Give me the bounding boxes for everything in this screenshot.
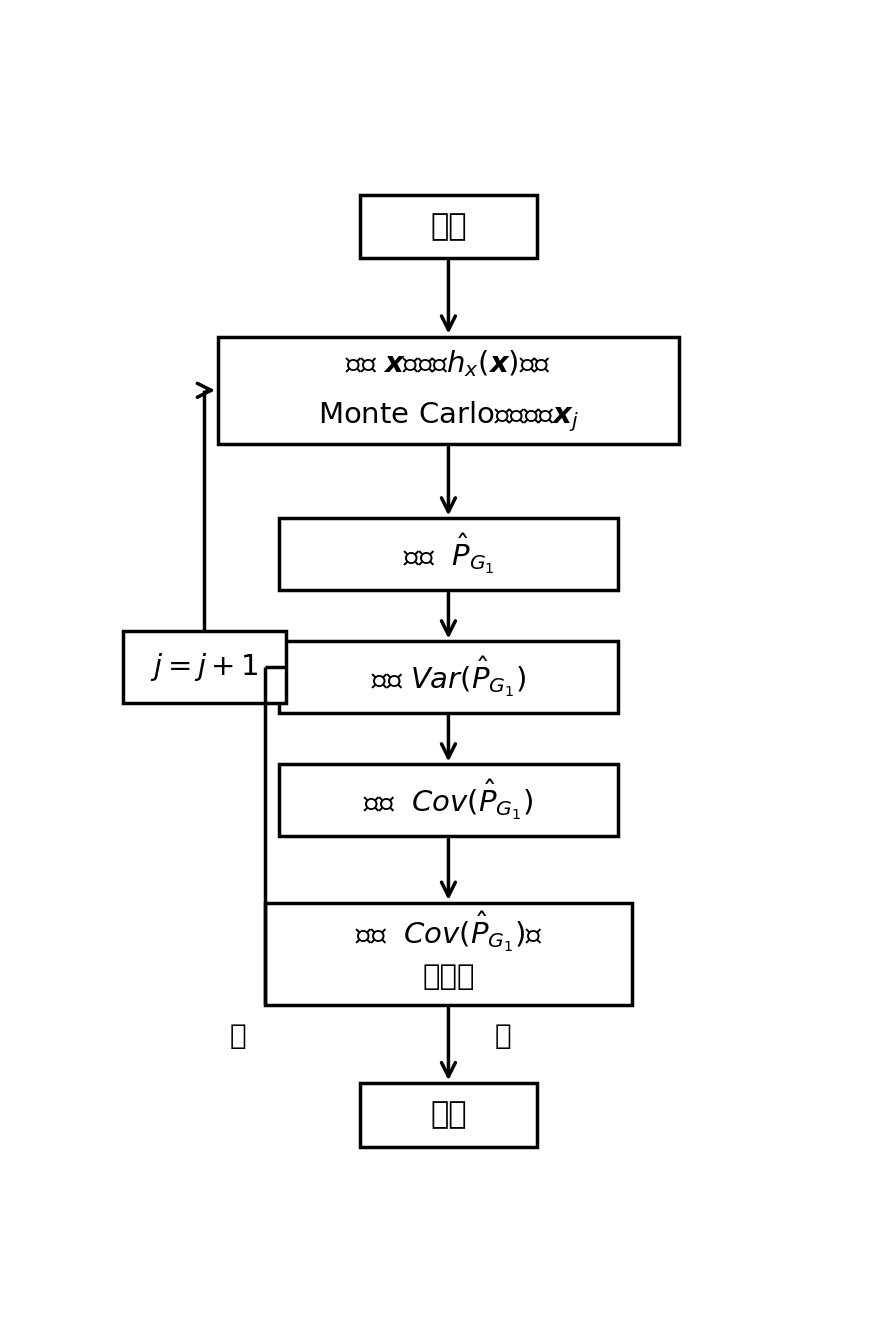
Text: 根据 $\boldsymbol{x}$的分布$h_x(\boldsymbol{x})$采用: 根据 $\boldsymbol{x}$的分布$h_x(\boldsymbol{x… <box>346 349 551 379</box>
FancyBboxPatch shape <box>279 519 618 590</box>
FancyBboxPatch shape <box>218 337 679 445</box>
Text: 计算 $Var(\hat{P}_{G_1})$: 计算 $Var(\hat{P}_{G_1})$ <box>371 655 526 699</box>
Text: 判断  $Cov(\hat{P}_{G_1})$是: 判断 $Cov(\hat{P}_{G_1})$是 <box>354 909 542 953</box>
Text: $j = j+1$: $j = j+1$ <box>150 651 259 683</box>
Text: 是: 是 <box>494 1022 511 1050</box>
FancyBboxPatch shape <box>360 194 536 258</box>
FancyBboxPatch shape <box>360 1083 536 1147</box>
Text: 结束: 结束 <box>430 1101 466 1130</box>
Text: 开始: 开始 <box>430 212 466 241</box>
Text: 计算  $\hat{P}_{G_1}$: 计算 $\hat{P}_{G_1}$ <box>402 532 494 576</box>
FancyBboxPatch shape <box>279 764 618 836</box>
FancyBboxPatch shape <box>279 642 618 713</box>
FancyBboxPatch shape <box>123 631 285 703</box>
Text: 计算  $Cov(\hat{P}_{G_1})$: 计算 $Cov(\hat{P}_{G_1})$ <box>363 779 534 823</box>
FancyBboxPatch shape <box>265 902 632 1005</box>
Text: Monte Carlo抽取样本$\boldsymbol{x}_j$: Monte Carlo抽取样本$\boldsymbol{x}_j$ <box>318 399 579 434</box>
Text: 否: 否 <box>230 1022 247 1050</box>
Text: 否收敛: 否收敛 <box>423 962 475 990</box>
